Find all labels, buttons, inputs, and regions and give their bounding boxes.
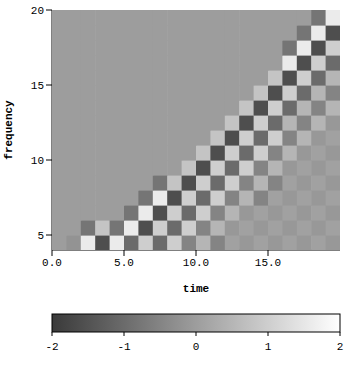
svg-text:frequency: frequency [3, 100, 15, 160]
svg-text:-1: -1 [117, 341, 131, 353]
svg-text:0: 0 [193, 341, 200, 353]
svg-text:5: 5 [37, 230, 44, 242]
svg-text:-2: -2 [45, 341, 58, 353]
svg-text:0.0: 0.0 [42, 257, 62, 269]
svg-text:time: time [183, 283, 210, 295]
svg-text:1: 1 [265, 341, 272, 353]
svg-text:2: 2 [337, 341, 344, 353]
svg-text:10.0: 10.0 [183, 257, 209, 269]
svg-text:15.0: 15.0 [255, 257, 281, 269]
svg-text:20: 20 [31, 5, 44, 17]
svg-text:15: 15 [31, 80, 44, 92]
svg-text:5.0: 5.0 [114, 257, 134, 269]
svg-text:10: 10 [31, 155, 44, 167]
